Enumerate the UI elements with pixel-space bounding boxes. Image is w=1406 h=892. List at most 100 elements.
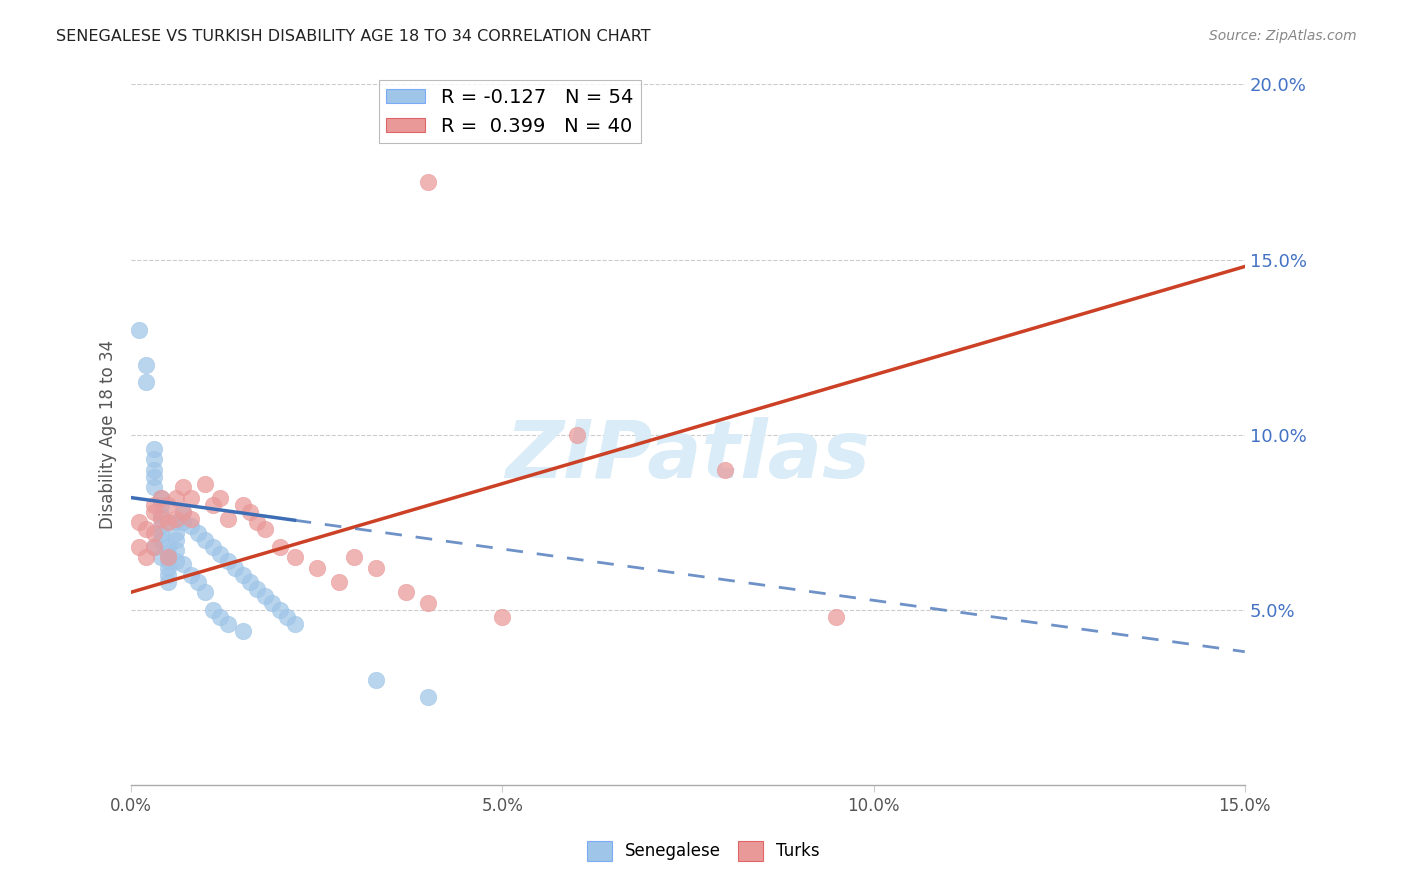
Point <box>149 498 172 512</box>
Point <box>201 602 224 616</box>
Point <box>128 515 150 529</box>
Point <box>142 462 165 476</box>
Point <box>284 550 307 565</box>
Point <box>165 533 187 547</box>
Point <box>135 522 157 536</box>
Point <box>825 609 848 624</box>
Point <box>135 358 157 372</box>
Point <box>239 505 262 519</box>
Point <box>135 375 157 389</box>
Point <box>187 574 209 589</box>
Point <box>157 550 180 565</box>
Point <box>165 515 187 529</box>
Point <box>269 602 291 616</box>
Point <box>128 540 150 554</box>
Legend: Senegalese, Turks: Senegalese, Turks <box>579 834 827 868</box>
Point <box>142 442 165 456</box>
Point <box>157 567 180 582</box>
Point <box>217 554 239 568</box>
Point <box>142 525 165 540</box>
Point <box>276 609 298 624</box>
Point <box>149 550 172 565</box>
Legend: R = -0.127   N = 54, R =  0.399   N = 40: R = -0.127 N = 54, R = 0.399 N = 40 <box>378 80 641 144</box>
Point <box>180 567 202 582</box>
Point <box>157 515 180 529</box>
Point <box>209 609 232 624</box>
Point <box>217 616 239 631</box>
Point <box>194 533 217 547</box>
Point <box>157 498 180 512</box>
Point <box>246 582 269 596</box>
Point <box>232 624 254 638</box>
Point <box>165 525 187 540</box>
Point <box>157 540 180 554</box>
Point <box>209 491 232 505</box>
Point <box>142 480 165 494</box>
Point <box>232 498 254 512</box>
Point <box>366 560 388 574</box>
Point <box>172 505 194 519</box>
Point <box>149 511 172 525</box>
Point <box>142 540 165 554</box>
Point <box>209 547 232 561</box>
Point <box>149 508 172 523</box>
Point <box>142 498 165 512</box>
Point <box>142 540 165 554</box>
Point <box>253 522 276 536</box>
Point <box>239 574 262 589</box>
Point <box>142 469 165 483</box>
Point <box>395 585 418 599</box>
Point <box>165 543 187 558</box>
Point <box>187 525 209 540</box>
Point <box>305 560 328 574</box>
Point <box>232 567 254 582</box>
Point <box>149 518 172 533</box>
Y-axis label: Disability Age 18 to 34: Disability Age 18 to 34 <box>100 340 117 529</box>
Point <box>172 557 194 571</box>
Point <box>418 176 440 190</box>
Point <box>172 480 194 494</box>
Point <box>714 462 737 476</box>
Point <box>157 560 180 574</box>
Point <box>172 505 194 519</box>
Point <box>201 498 224 512</box>
Point <box>224 560 246 574</box>
Point <box>328 574 350 589</box>
Point <box>246 515 269 529</box>
Point <box>149 491 172 505</box>
Text: SENEGALESE VS TURKISH DISABILITY AGE 18 TO 34 CORRELATION CHART: SENEGALESE VS TURKISH DISABILITY AGE 18 … <box>56 29 651 44</box>
Point <box>128 322 150 336</box>
Point <box>165 511 187 525</box>
Point <box>180 518 202 533</box>
Point <box>565 427 588 442</box>
Text: ZIPatlas: ZIPatlas <box>506 417 870 494</box>
Point <box>157 554 180 568</box>
Point <box>343 550 366 565</box>
Point <box>165 554 187 568</box>
Point <box>284 616 307 631</box>
Point <box>142 505 165 519</box>
Point <box>418 596 440 610</box>
Point <box>149 491 172 505</box>
Point <box>149 525 172 540</box>
Point <box>135 550 157 565</box>
Point <box>165 491 187 505</box>
Point <box>142 452 165 467</box>
Point <box>194 476 217 491</box>
Point <box>149 533 172 547</box>
Text: Source: ZipAtlas.com: Source: ZipAtlas.com <box>1209 29 1357 43</box>
Point <box>269 540 291 554</box>
Point <box>491 609 513 624</box>
Point <box>253 589 276 603</box>
Point <box>194 585 217 599</box>
Point <box>180 511 202 525</box>
Point <box>418 690 440 705</box>
Point <box>157 547 180 561</box>
Point <box>172 515 194 529</box>
Point <box>157 574 180 589</box>
Point <box>201 540 224 554</box>
Point <box>217 511 239 525</box>
Point <box>180 491 202 505</box>
Point <box>366 673 388 687</box>
Point <box>262 596 284 610</box>
